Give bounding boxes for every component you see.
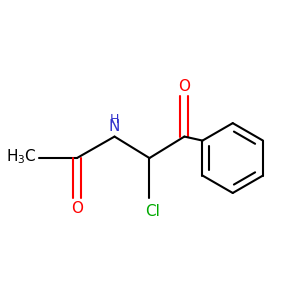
Text: Cl: Cl bbox=[145, 204, 160, 219]
Text: N: N bbox=[109, 119, 120, 134]
Text: H: H bbox=[110, 113, 119, 126]
Text: O: O bbox=[71, 201, 83, 216]
Text: O: O bbox=[178, 79, 190, 94]
Text: H$_3$C: H$_3$C bbox=[6, 147, 37, 166]
